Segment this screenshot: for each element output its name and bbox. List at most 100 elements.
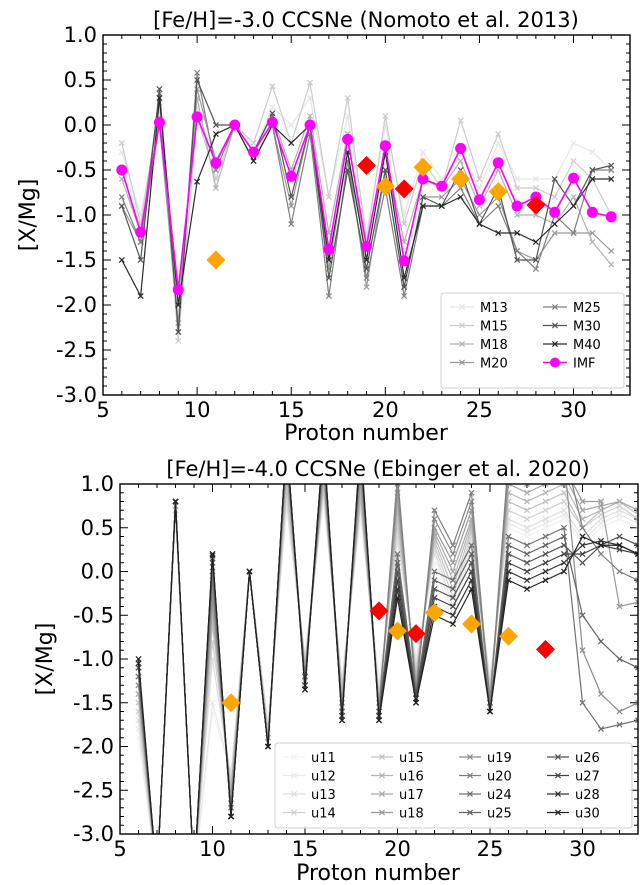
data-point-marker: [269, 103, 276, 111]
data-point-marker: [542, 498, 549, 505]
x-tick-label: 15: [278, 398, 305, 422]
data-point-marker: [379, 140, 391, 152]
observed-orange-diamonds: [221, 603, 518, 713]
legend-entry-u24: u24: [459, 788, 512, 803]
data-point-marker: [363, 274, 370, 282]
data-point-marker: [175, 301, 182, 309]
data-point-marker: [560, 568, 568, 575]
data-point-marker: [634, 577, 638, 584]
data-point-marker: [523, 498, 531, 505]
data-point-marker: [605, 211, 617, 223]
legend-label: u15: [399, 751, 424, 766]
data-point-marker: [551, 193, 558, 201]
data-point-marker: [137, 292, 144, 300]
legend-entry-m25: M25: [543, 301, 601, 316]
data-point-marker: [307, 79, 314, 86]
data-point-marker: [616, 708, 623, 715]
legend-entry-u12: u12: [283, 770, 336, 785]
data-point-marker: [476, 211, 483, 219]
legend-label: u19: [487, 751, 512, 766]
data-point-marker: [514, 211, 521, 219]
data-point-marker: [554, 753, 562, 761]
data-point-marker: [419, 193, 426, 201]
data-point-marker: [154, 875, 159, 880]
legend-label: M13: [480, 301, 508, 316]
data-point-marker: [542, 533, 549, 540]
data-point-marker: [284, 446, 289, 451]
data-point-marker: [634, 550, 638, 558]
data-point-marker: [616, 515, 623, 523]
data-point-marker: [634, 664, 638, 671]
data-point-marker: [542, 524, 549, 531]
data-point-marker: [551, 340, 559, 348]
data-point-marker: [191, 875, 196, 880]
data-point-marker: [589, 238, 596, 246]
data-point-marker: [616, 655, 623, 663]
data-point-marker: [342, 133, 354, 145]
data-point-marker: [495, 229, 502, 237]
data-point-marker: [458, 322, 466, 329]
data-point-marker: [523, 529, 531, 536]
data-point-marker: [532, 238, 539, 246]
data-point-marker: [269, 110, 276, 117]
data-point-marker: [597, 725, 605, 733]
legend-entry-m20: M20: [450, 357, 508, 372]
data-point-marker: [288, 139, 295, 147]
data-point-marker: [634, 515, 638, 523]
data-point-marker: [455, 142, 467, 154]
legend-entry-m30: M30: [543, 320, 601, 335]
data-point-marker: [449, 603, 457, 610]
x-tick-label: 30: [560, 398, 587, 422]
data-point-marker: [634, 520, 638, 527]
data-point-marker: [466, 809, 474, 816]
y-tick-label: -0.5: [56, 158, 97, 182]
data-point-marker: [250, 139, 257, 147]
legend-entry-u14: u14: [283, 807, 336, 822]
x-tick-label: 10: [184, 398, 211, 422]
legend-label: u17: [399, 788, 424, 803]
legend-label: M25: [573, 301, 601, 316]
data-point-marker: [175, 337, 182, 345]
data-point-marker: [579, 612, 586, 619]
data-point-marker: [579, 498, 586, 505]
data-point-marker: [579, 533, 586, 540]
legend-entry-u26: u26: [547, 751, 600, 766]
data-point-marker: [325, 193, 332, 201]
data-point-marker: [616, 502, 623, 509]
data-point-marker: [589, 148, 596, 156]
data-point-marker: [523, 489, 531, 496]
data-point-marker: [616, 498, 623, 505]
legend-entry-imf: IMF: [543, 357, 596, 372]
legend-entry-u15: u15: [371, 751, 424, 766]
data-point-marker: [486, 708, 494, 715]
series-imf: [116, 111, 617, 296]
data-point-marker: [191, 875, 196, 880]
data-point-marker: [378, 753, 386, 761]
data-point-marker: [554, 790, 562, 798]
legend-label: u18: [399, 807, 424, 822]
x-tick-label: 5: [113, 837, 126, 861]
data-point-marker: [154, 875, 159, 880]
chart-title: [Fe/H]=-3.0 CCSNe (Nomoto et al. 2013): [153, 8, 579, 32]
legend-label: IMF: [573, 357, 596, 372]
data-point-marker: [191, 875, 196, 880]
data-point-marker: [579, 524, 586, 531]
data-point-marker: [321, 446, 326, 451]
data-point-marker: [412, 699, 420, 706]
data-point-marker: [325, 292, 332, 300]
data-point-marker: [191, 875, 196, 880]
data-point-marker: [175, 328, 182, 336]
data-point-marker: [191, 875, 196, 880]
observation-diamond: [375, 176, 395, 196]
data-point-marker: [551, 229, 558, 237]
observation-diamond: [536, 639, 555, 659]
y-tick-label: -1.5: [73, 691, 114, 715]
observation-diamond: [357, 156, 376, 175]
data-point-marker: [597, 638, 605, 645]
series-line: [137, 484, 638, 834]
data-point-marker: [551, 322, 559, 329]
data-point-marker: [288, 202, 295, 210]
y-axis-label: [X/Mg]: [33, 623, 58, 696]
data-point-marker: [191, 875, 196, 880]
data-point-marker: [191, 875, 196, 880]
